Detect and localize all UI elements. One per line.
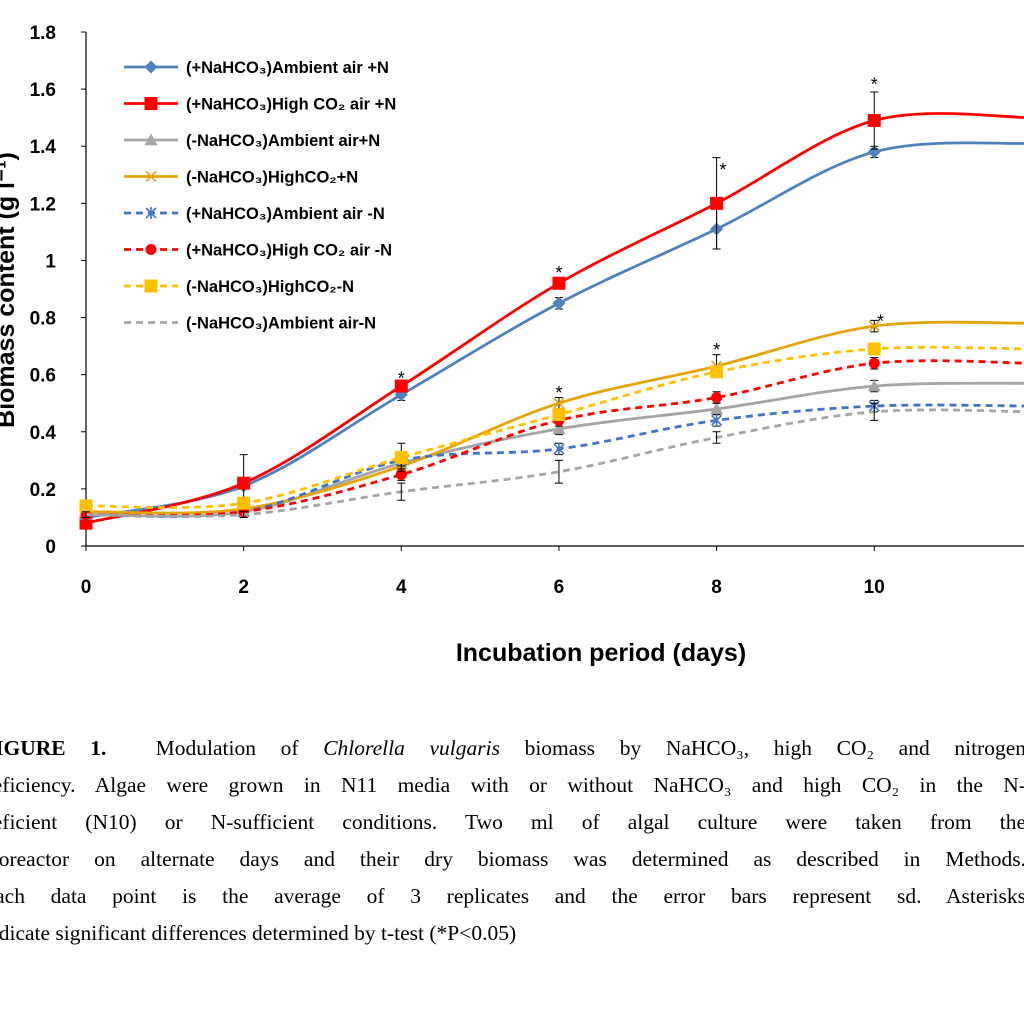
legend-item: (+NaHCO₃)High CO₂ air -N bbox=[124, 242, 392, 260]
legend-item: (-NaHCO₃)HighCO₂+N bbox=[124, 169, 358, 187]
series-7 bbox=[79, 342, 1024, 513]
data-point bbox=[867, 114, 881, 128]
x-tick-label: 2 bbox=[238, 577, 249, 598]
legend-item: (-NaHCO₃)HighCO₂-N bbox=[124, 278, 354, 296]
significance-asterisk: * bbox=[713, 340, 720, 360]
data-point bbox=[868, 320, 880, 332]
legend-label: (+NaHCO₃)High CO₂ air +N bbox=[186, 96, 396, 114]
significance-asterisk: * bbox=[398, 369, 405, 389]
caption-line-2: deficiency. Algae were grown in N11 medi… bbox=[0, 773, 1024, 797]
data-point bbox=[394, 450, 408, 464]
legend-label: (-NaHCO₃)HighCO₂+N bbox=[186, 169, 358, 187]
data-point bbox=[79, 499, 93, 513]
figure-label: FIGURE 1. bbox=[0, 736, 107, 760]
legend-item: (-NaHCO₃)Ambient air+N bbox=[124, 132, 380, 150]
data-point bbox=[710, 196, 724, 210]
data-point bbox=[237, 476, 251, 490]
legend-label: (-NaHCO₃)Ambient air-N bbox=[186, 315, 376, 333]
significance-asterisk: * bbox=[555, 383, 562, 403]
x-tick-label: 0 bbox=[81, 577, 92, 598]
data-point bbox=[144, 60, 158, 74]
caption-text: Modulation of bbox=[155, 736, 299, 760]
y-tick-label: 1.4 bbox=[30, 137, 57, 158]
legend-label: (+NaHCO₃)Ambient air -N bbox=[186, 205, 385, 223]
data-point bbox=[711, 414, 723, 427]
series-6 bbox=[80, 357, 1024, 521]
data-point bbox=[868, 357, 880, 369]
data-point bbox=[553, 397, 565, 409]
legend-label: (-NaHCO₃)HighCO₂-N bbox=[186, 278, 354, 296]
data-point bbox=[79, 516, 93, 530]
series-1 bbox=[79, 141, 1024, 524]
y-axis-title: Biomass content (g l⁻¹) bbox=[0, 152, 20, 428]
data-point bbox=[145, 207, 157, 219]
data-point bbox=[867, 379, 881, 392]
legend-label: (+NaHCO₃)High CO₂ air -N bbox=[186, 242, 392, 260]
data-point bbox=[553, 442, 565, 455]
data-point bbox=[145, 170, 157, 183]
significance-asterisk: * bbox=[555, 263, 562, 283]
species-name: Chlorella vulgaris bbox=[323, 736, 500, 760]
y-tick-label: 1.2 bbox=[30, 194, 56, 215]
y-tick-label: 1 bbox=[45, 251, 56, 272]
caption-line-5: Each data point is the average of 3 repl… bbox=[0, 884, 1024, 908]
data-point bbox=[552, 422, 566, 435]
data-point bbox=[867, 342, 881, 356]
error-bar bbox=[712, 431, 721, 444]
y-tick-label: 0.2 bbox=[30, 480, 56, 501]
data-point bbox=[710, 402, 724, 415]
significance-asterisk: * bbox=[719, 160, 726, 180]
data-point bbox=[237, 496, 251, 510]
data-point bbox=[144, 97, 158, 110]
legend-label: (-NaHCO₃)Ambient air+N bbox=[186, 132, 380, 150]
caption-line-4: bioreactor on alternate days and their d… bbox=[0, 847, 1024, 871]
data-point bbox=[394, 379, 408, 393]
y-tick-label: 0.4 bbox=[30, 423, 57, 444]
x-tick-label: 4 bbox=[396, 577, 407, 598]
caption-line-6: indicate significant differences determi… bbox=[0, 921, 517, 945]
plot-area: 0 0.2 0.4 0.6 0.8 1 1.2 1.4 1.6 1.8 0 2 4 6 8 10 * * * * * * *… bbox=[30, 23, 1024, 598]
x-tick-label: 8 bbox=[711, 577, 722, 598]
error-bar bbox=[239, 511, 248, 518]
y-tick-label: 1.8 bbox=[30, 23, 56, 44]
caption-line-3: deficient (N10) or N-sufficient conditio… bbox=[0, 810, 1024, 834]
biomass-line-chart: 0 0.2 0.4 0.6 0.8 1 1.2 1.4 1.6 1.8 0 2 4 6 8 10 * * * * * * *… bbox=[0, 23, 1024, 667]
legend-item: (+NaHCO₃)High CO₂ air +N bbox=[124, 96, 396, 114]
error-bar bbox=[870, 402, 879, 421]
legend-item: (+NaHCO₃)Ambient air -N bbox=[124, 205, 385, 223]
data-point bbox=[552, 296, 566, 310]
y-tick-label: 1.6 bbox=[30, 80, 56, 101]
x-axis-title: Incubation period (days) bbox=[456, 639, 746, 667]
x-tick-label: 6 bbox=[554, 577, 565, 598]
series-2 bbox=[79, 91, 1024, 530]
x-tick-label: 10 bbox=[864, 577, 885, 598]
legend-item: (-NaHCO₃)Ambient air-N bbox=[124, 315, 376, 333]
data-point bbox=[711, 392, 723, 404]
figure-caption: FIGURE 1. Modulation of Chlorella vulgar… bbox=[0, 730, 1024, 952]
y-tick-label: 0 bbox=[45, 537, 56, 558]
legend-label: (+NaHCO₃)Ambient air +N bbox=[186, 59, 389, 77]
significance-asterisk: * bbox=[877, 312, 884, 332]
y-tick-label: 0.8 bbox=[30, 309, 56, 330]
legend-item: (+NaHCO₃)Ambient air +N bbox=[124, 59, 389, 77]
data-point bbox=[144, 133, 158, 146]
error-bar bbox=[82, 511, 90, 518]
data-point bbox=[552, 408, 566, 422]
significance-asterisk: * bbox=[871, 75, 878, 95]
data-point bbox=[145, 244, 157, 255]
caption-line-1: FIGURE 1. Modulation of Chlorella vulgar… bbox=[0, 730, 1024, 767]
legend: (+NaHCO₃)Ambient air +N (+NaHCO₃)High CO₂… bbox=[124, 59, 396, 333]
y-tick-label: 0.6 bbox=[30, 366, 56, 387]
data-point bbox=[552, 276, 566, 290]
error-bar bbox=[554, 459, 563, 484]
error-bar bbox=[397, 482, 406, 501]
caption-text: biomass by NaHCO₃, high CO₂ and nitrogen bbox=[524, 736, 1024, 760]
data-point bbox=[710, 365, 724, 379]
data-point bbox=[144, 279, 158, 293]
series-8 bbox=[82, 402, 1024, 518]
